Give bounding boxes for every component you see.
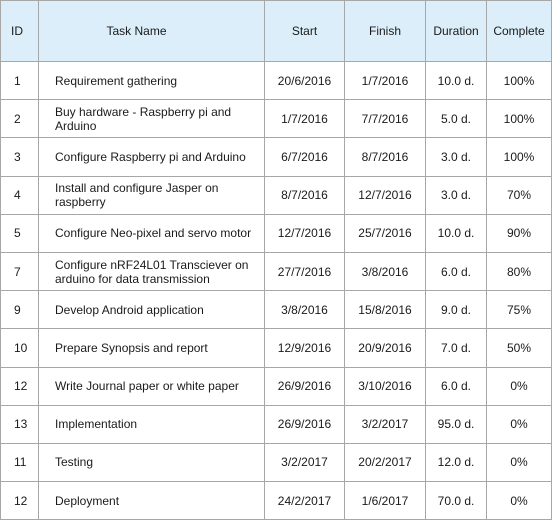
cell-complete: 50% <box>486 328 552 368</box>
table-row: 13 Implementation 26/9/2016 3/2/2017 95.0 d.… <box>0 404 552 444</box>
cell-complete: 100% <box>486 137 552 177</box>
cell-finish: 3/2/2017 <box>344 404 426 444</box>
cell-id: 11 <box>0 442 39 483</box>
table-row: 5 Configure Neo-pixel and servo motor 12/7… <box>0 213 552 253</box>
cell-finish: 20/2/2017 <box>344 442 426 483</box>
table-row: 7 Configure nRF24L01 Transciever on ardui… <box>0 251 552 292</box>
cell-task-name: Configure Neo-pixel and servo motor <box>38 213 265 253</box>
column-header-finish: Finish <box>344 0 426 62</box>
cell-id: 1 <box>0 60 39 101</box>
cell-complete: 75% <box>486 290 552 330</box>
cell-start: 3/8/2016 <box>264 290 345 330</box>
cell-finish: 3/10/2016 <box>344 366 426 406</box>
table-row: 3 Configure Raspberry pi and Arduino 6/7/2… <box>0 137 552 177</box>
cell-task-name: Deployment <box>38 481 265 521</box>
cell-start: 24/2/2017 <box>264 481 345 521</box>
column-header-duration: Duration <box>425 0 487 62</box>
cell-duration: 3.0 d. <box>425 175 487 215</box>
cell-task-name: Buy hardware - Raspberry pi and Arduino <box>38 99 265 139</box>
table-header-row: ID Task Name Start Finish Duration Compl… <box>0 0 552 62</box>
cell-complete: 0% <box>486 442 552 483</box>
table-row: 4 Install and configure Jasper on raspber… <box>0 175 552 215</box>
cell-task-name: Install and configure Jasper on raspberr… <box>38 175 265 215</box>
cell-complete: 0% <box>486 481 552 521</box>
cell-duration: 9.0 d. <box>425 290 487 330</box>
cell-finish: 15/8/2016 <box>344 290 426 330</box>
cell-finish: 25/7/2016 <box>344 213 426 253</box>
table-row: 2 Buy hardware - Raspberry pi and Arduino… <box>0 99 552 139</box>
cell-duration: 12.0 d. <box>425 442 487 483</box>
cell-id: 3 <box>0 137 39 177</box>
cell-duration: 5.0 d. <box>425 99 487 139</box>
cell-duration: 10.0 d. <box>425 60 487 101</box>
cell-complete: 100% <box>486 99 552 139</box>
column-header-task-name: Task Name <box>38 0 265 62</box>
cell-start: 8/7/2016 <box>264 175 345 215</box>
cell-finish: 3/8/2016 <box>344 251 426 292</box>
cell-duration: 6.0 d. <box>425 366 487 406</box>
cell-complete: 80% <box>486 251 552 292</box>
cell-complete: 0% <box>486 366 552 406</box>
cell-task-name: Configure nRF24L01 Transciever on arduin… <box>38 251 265 292</box>
cell-duration: 3.0 d. <box>425 137 487 177</box>
cell-id: 12 <box>0 366 39 406</box>
cell-task-name: Prepare Synopsis and report <box>38 328 265 368</box>
cell-finish: 20/9/2016 <box>344 328 426 368</box>
cell-id: 13 <box>0 404 39 444</box>
cell-complete: 90% <box>486 213 552 253</box>
cell-task-name: Requirement gathering <box>38 60 265 101</box>
cell-complete: 70% <box>486 175 552 215</box>
cell-duration: 10.0 d. <box>425 213 487 253</box>
table-row: 1 Requirement gathering 20/6/2016 1/7/2016 1… <box>0 60 552 101</box>
cell-task-name: Implementation <box>38 404 265 444</box>
cell-duration: 95.0 d. <box>425 404 487 444</box>
column-header-id: ID <box>0 0 39 62</box>
table-row: 10 Prepare Synopsis and report 12/9/2016 20… <box>0 328 552 368</box>
table-row: 9 Develop Android application 3/8/2016 15/8… <box>0 290 552 330</box>
table-row: 12 Write Journal paper or white paper 26/9… <box>0 366 552 406</box>
cell-start: 6/7/2016 <box>264 137 345 177</box>
cell-id: 2 <box>0 99 39 139</box>
cell-start: 26/9/2016 <box>264 366 345 406</box>
cell-start: 12/7/2016 <box>264 213 345 253</box>
cell-start: 12/9/2016 <box>264 328 345 368</box>
cell-start: 26/9/2016 <box>264 404 345 444</box>
cell-complete: 100% <box>486 60 552 101</box>
cell-start: 20/6/2016 <box>264 60 345 101</box>
cell-start: 27/7/2016 <box>264 251 345 292</box>
cell-task-name: Configure Raspberry pi and Arduino <box>38 137 265 177</box>
column-header-complete: Complete <box>486 0 552 62</box>
cell-finish: 1/6/2017 <box>344 481 426 521</box>
table-row: 12 Deployment 24/2/2017 1/6/2017 70.0 d. 0% <box>0 481 552 521</box>
cell-id: 12 <box>0 481 39 521</box>
cell-finish: 8/7/2016 <box>344 137 426 177</box>
cell-id: 7 <box>0 251 39 292</box>
cell-start: 3/2/2017 <box>264 442 345 483</box>
table-row: 11 Testing 3/2/2017 20/2/2017 12.0 d. 0% <box>0 442 552 483</box>
cell-id: 4 <box>0 175 39 215</box>
cell-id: 5 <box>0 213 39 253</box>
cell-task-name: Testing <box>38 442 265 483</box>
cell-task-name: Write Journal paper or white paper <box>38 366 265 406</box>
cell-finish: 12/7/2016 <box>344 175 426 215</box>
cell-duration: 6.0 d. <box>425 251 487 292</box>
cell-task-name: Develop Android application <box>38 290 265 330</box>
cell-complete: 0% <box>486 404 552 444</box>
cell-duration: 7.0 d. <box>425 328 487 368</box>
cell-start: 1/7/2016 <box>264 99 345 139</box>
column-header-start: Start <box>264 0 345 62</box>
cell-finish: 1/7/2016 <box>344 60 426 101</box>
cell-id: 10 <box>0 328 39 368</box>
cell-finish: 7/7/2016 <box>344 99 426 139</box>
cell-duration: 70.0 d. <box>425 481 487 521</box>
cell-id: 9 <box>0 290 39 330</box>
